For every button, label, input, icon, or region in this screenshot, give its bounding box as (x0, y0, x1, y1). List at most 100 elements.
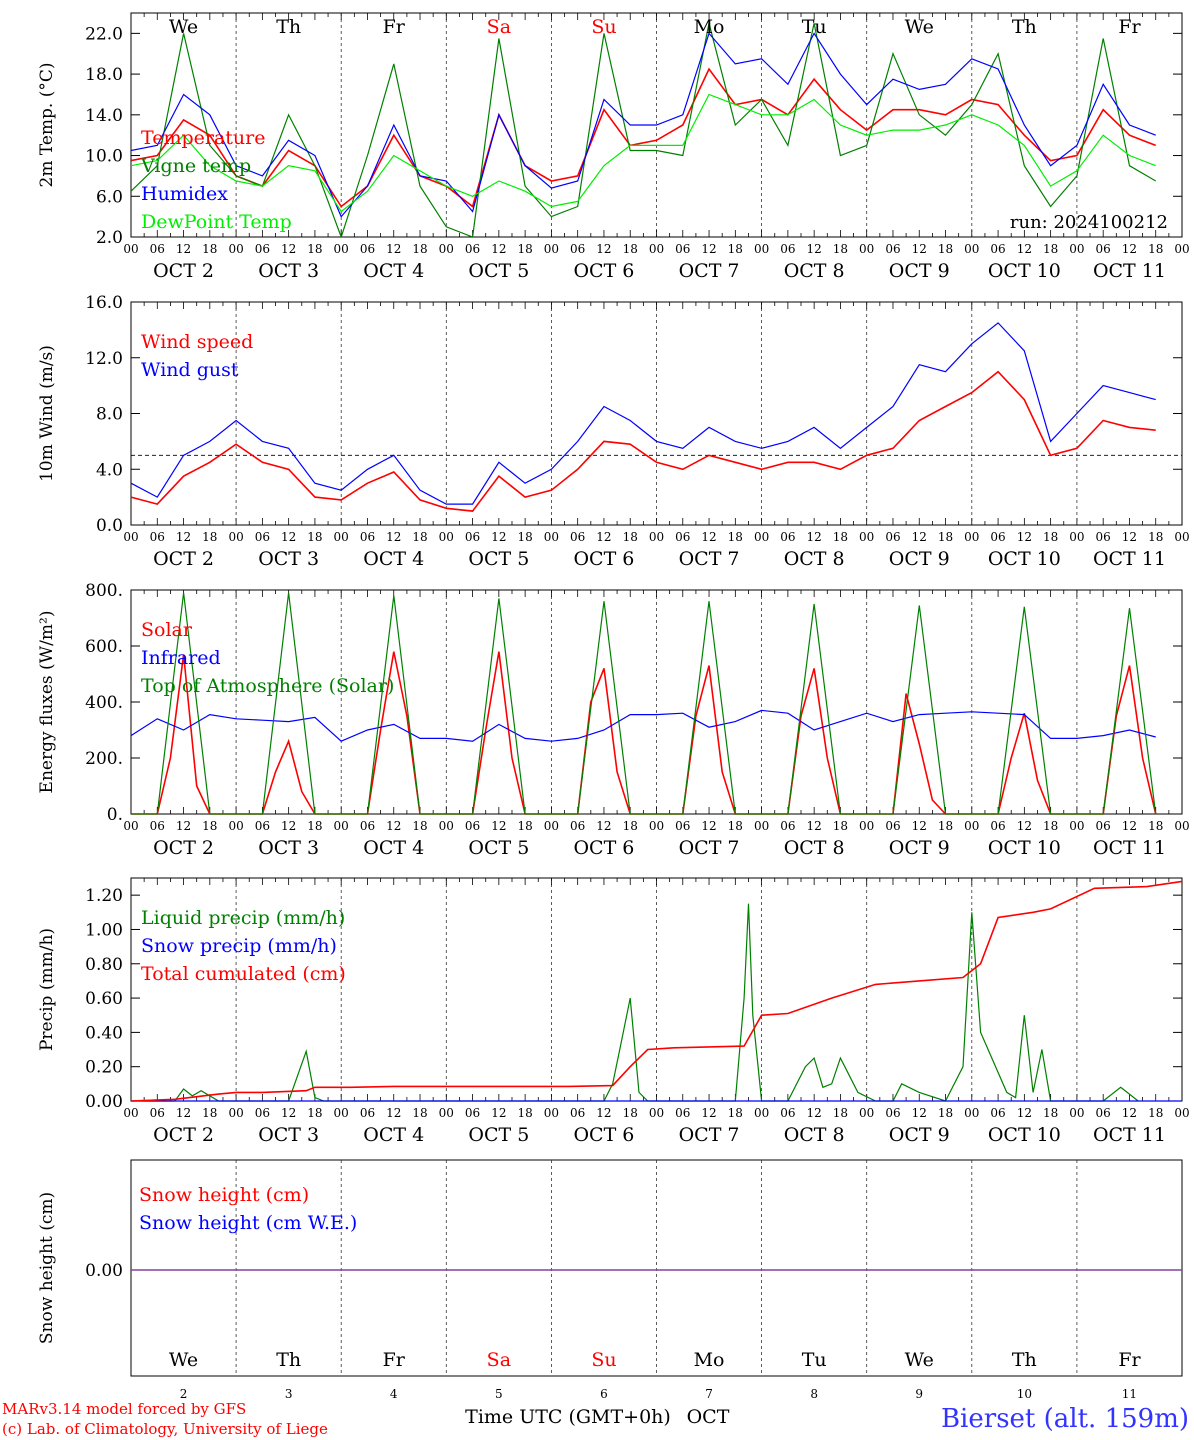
date-label: OCT 5 (468, 1124, 529, 1146)
temperature-series (131, 23, 1157, 237)
hour-label: 00 (439, 242, 454, 256)
hour-label: 00 (649, 242, 664, 256)
hour-label: 12 (912, 530, 927, 544)
legend-entry: Liquid precip (mm/h) (141, 907, 345, 929)
hour-label: 06 (360, 530, 375, 544)
date-label: OCT 3 (258, 837, 319, 859)
date-label: OCT 5 (468, 260, 529, 282)
hour-label: 18 (517, 242, 532, 256)
date-label: OCT 11 (1093, 548, 1166, 570)
hour-label: 12 (1122, 819, 1137, 833)
date-label: OCT 6 (573, 837, 634, 859)
hour-label: 06 (990, 530, 1005, 544)
hour-label: 12 (701, 1106, 716, 1120)
hour-label: 00 (123, 530, 138, 544)
day-number: 4 (390, 1387, 398, 1401)
x-axis-month: OCT (687, 1406, 730, 1428)
hour-label: 12 (807, 530, 822, 544)
hour-label: 00 (544, 1106, 559, 1120)
hour-label: 12 (386, 242, 401, 256)
day-number: 5 (495, 1387, 503, 1401)
weekday-label: We (905, 1349, 934, 1371)
hour-label: 06 (1096, 819, 1111, 833)
hour-label: 06 (675, 1106, 690, 1120)
y-tick-label: 8.0 (96, 405, 123, 425)
hour-label: 12 (1017, 1106, 1032, 1120)
date-label: OCT 3 (258, 1124, 319, 1146)
day-number: 10 (1017, 1387, 1032, 1401)
y-tick-label: 10.0 (85, 147, 123, 167)
hour-label: 06 (1096, 1106, 1111, 1120)
hour-label: 18 (1148, 530, 1163, 544)
legend-entry: Snow height (cm) (139, 1184, 309, 1206)
hour-label: 00 (754, 1106, 769, 1120)
hour-label: 18 (307, 1106, 322, 1120)
date-label: OCT 10 (988, 837, 1061, 859)
date-label: OCT 8 (784, 837, 845, 859)
day-number: 8 (810, 1387, 818, 1401)
hour-label: 06 (675, 819, 690, 833)
hour-label: 12 (807, 819, 822, 833)
hour-label: 12 (596, 242, 611, 256)
hour-label: 06 (465, 530, 480, 544)
hour-label: 06 (780, 242, 795, 256)
y-tick-label: 1.20 (85, 886, 123, 906)
hour-label: 00 (334, 1106, 349, 1120)
y-tick-label: 0.00 (85, 1092, 123, 1112)
hour-label: 00 (1174, 819, 1189, 833)
hour-label: 06 (675, 242, 690, 256)
date-label: OCT 6 (573, 1124, 634, 1146)
hour-label: 12 (1017, 819, 1032, 833)
hour-label: 18 (517, 819, 532, 833)
hour-label: 18 (412, 1106, 427, 1120)
hour-label: 18 (202, 1106, 217, 1120)
hour-label: 06 (675, 530, 690, 544)
legend-entry: Temperature (141, 127, 265, 149)
date-label: OCT 11 (1093, 260, 1166, 282)
y-tick-label: 14.0 (85, 106, 123, 126)
legend-entry: Humidex (141, 183, 228, 205)
date-label: OCT 8 (784, 548, 845, 570)
hour-label: 18 (833, 819, 848, 833)
station-label: Bierset (alt. 159m) (941, 1404, 1189, 1434)
date-label: OCT 8 (784, 1124, 845, 1146)
legend-entry: Infrared (141, 647, 221, 669)
credit-lab: (c) Lab. of Climatology, University of L… (2, 1420, 328, 1438)
hour-label: 06 (780, 1106, 795, 1120)
hour-label: 06 (465, 242, 480, 256)
hour-label: 18 (1043, 242, 1058, 256)
hour-label: 18 (1148, 819, 1163, 833)
day-number: 11 (1122, 1387, 1137, 1401)
weekday-label: Mo (694, 16, 725, 38)
date-label: OCT 9 (889, 548, 950, 570)
hour-label: 18 (412, 530, 427, 544)
weekday-label: We (169, 16, 198, 38)
date-label: OCT 11 (1093, 1124, 1166, 1146)
hour-label: 18 (202, 530, 217, 544)
hour-label: 00 (964, 530, 979, 544)
hour-label: 06 (570, 530, 585, 544)
day-number: 6 (600, 1387, 608, 1401)
hour-label: 00 (334, 242, 349, 256)
day-number: 3 (285, 1387, 293, 1401)
date-label: OCT 4 (363, 548, 424, 570)
hour-label: 18 (833, 530, 848, 544)
series-line-infrared (130, 709, 1156, 742)
hour-label: 06 (885, 1106, 900, 1120)
weekday-label: Th (276, 1349, 301, 1371)
panel-5: Snow height (cm) 0.00 Snow height (cm) Snow… (37, 1159, 1183, 1401)
hour-label: 18 (623, 1106, 638, 1120)
hour-label: 06 (570, 242, 585, 256)
hour-label: 00 (439, 819, 454, 833)
date-label: OCT 3 (258, 260, 319, 282)
run-label: run: 2024100212 (1010, 212, 1168, 233)
weekday-label: Su (591, 16, 616, 38)
hour-label: 06 (360, 1106, 375, 1120)
y-axis-title: 2m Temp. (°C) (37, 62, 57, 187)
hour-label: 00 (964, 819, 979, 833)
date-label: OCT 9 (889, 837, 950, 859)
y-tick-label: 0.60 (85, 989, 123, 1009)
legend-entry: Vigne temp (140, 155, 251, 177)
date-label: OCT 7 (679, 548, 740, 570)
date-label: OCT 5 (468, 548, 529, 570)
